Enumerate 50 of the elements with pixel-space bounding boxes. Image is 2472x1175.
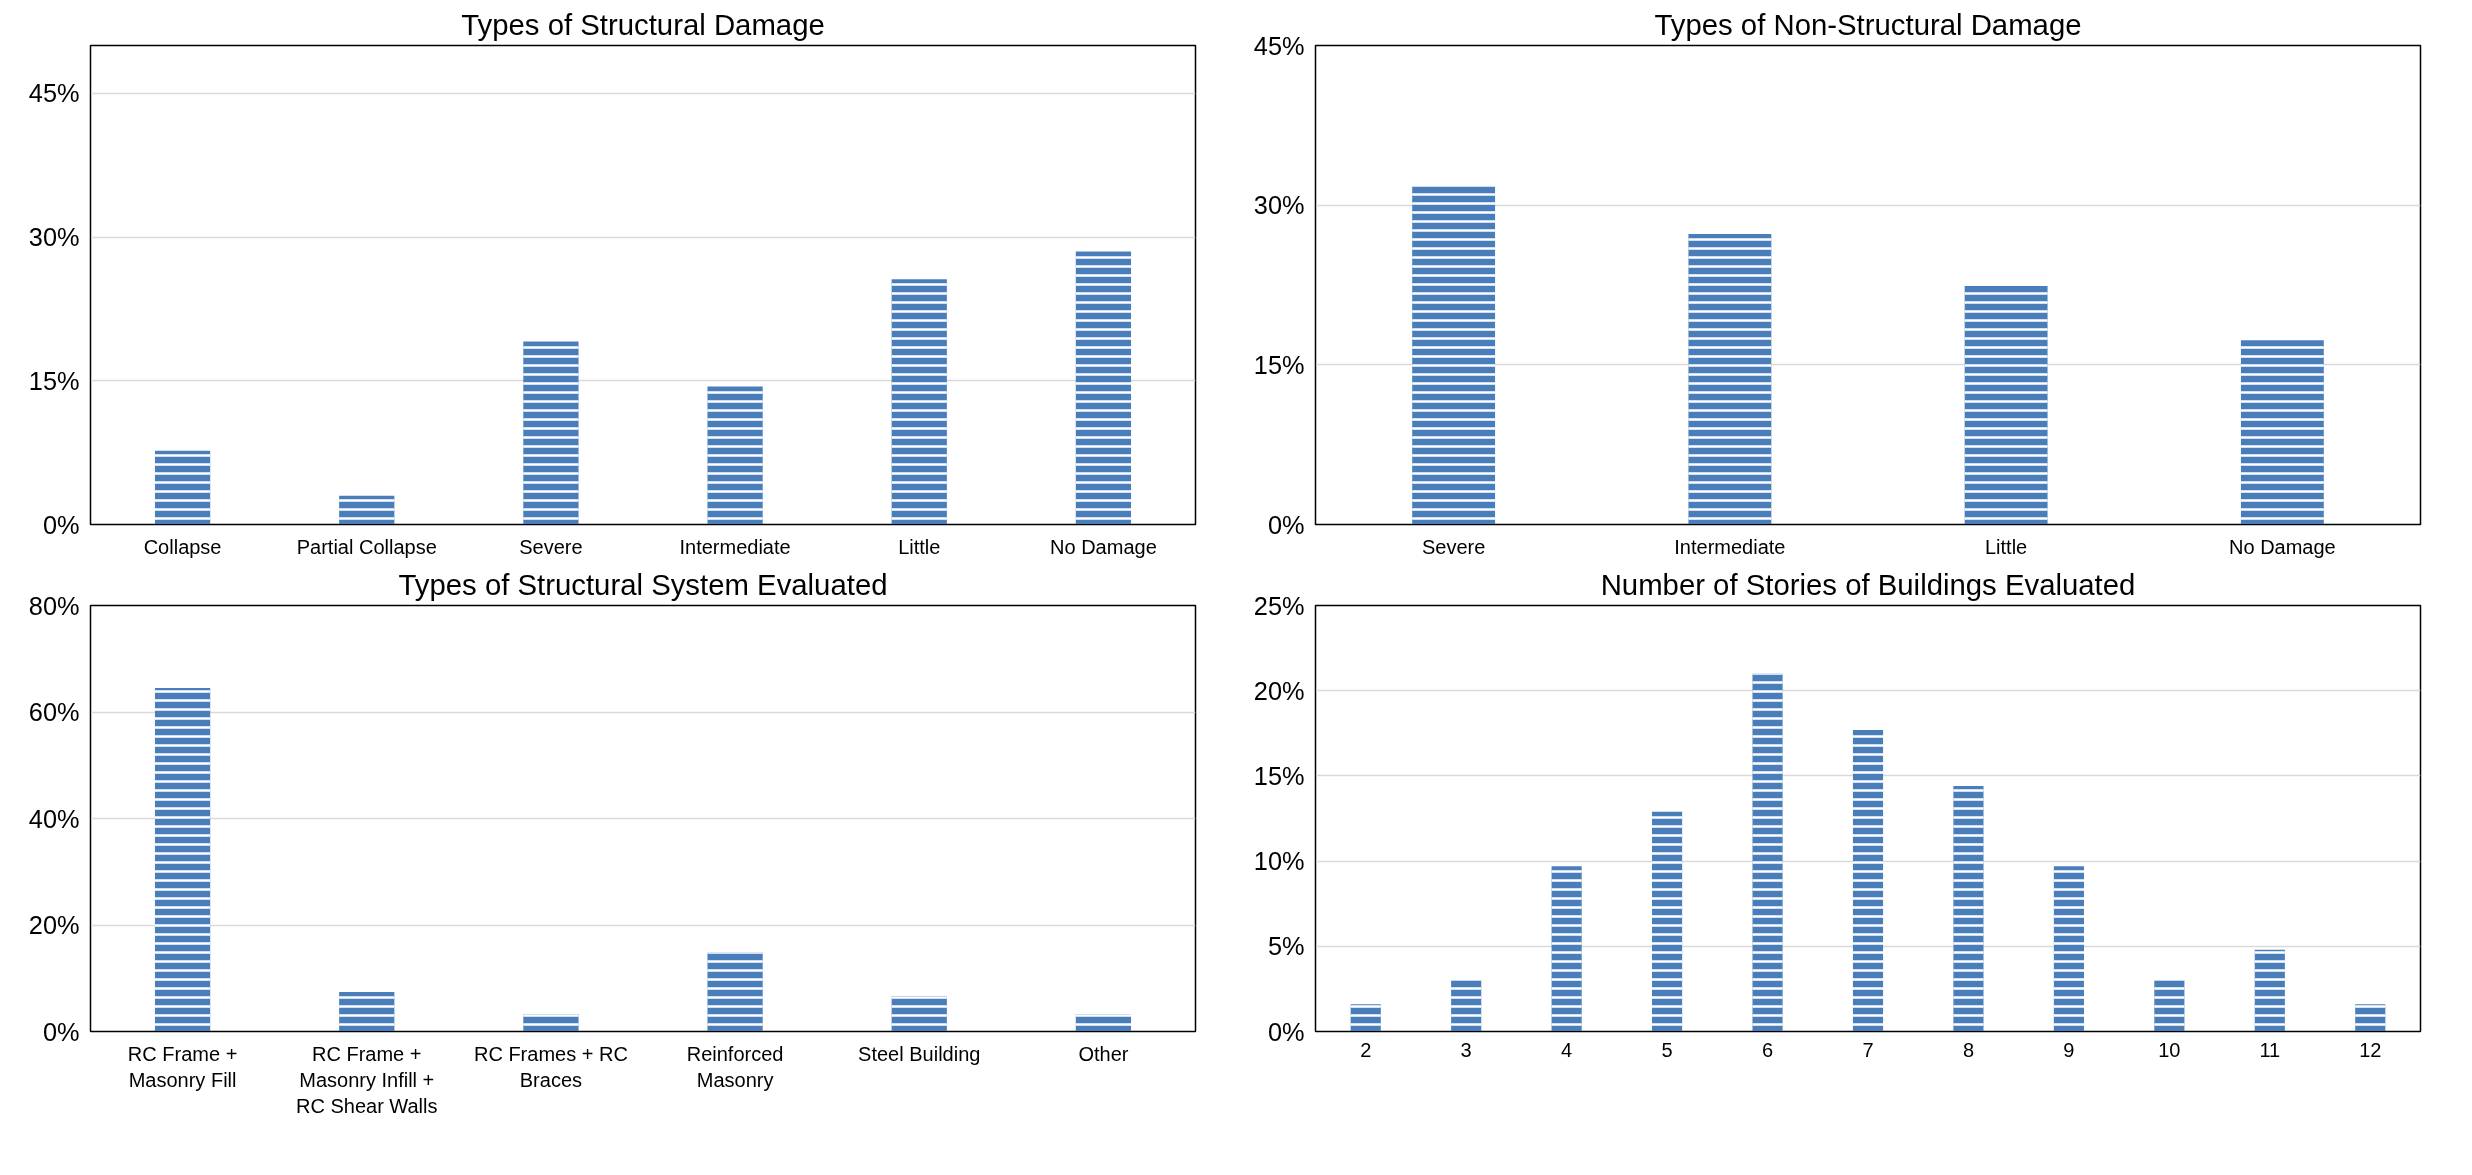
y-tick-label: 60% (28, 698, 80, 726)
y-tick-label: 20% (28, 911, 80, 939)
x-tick-label: Little (1985, 535, 2028, 558)
x-tick-label: 7 (1862, 1038, 1874, 1061)
y-tick-label: 15% (1253, 350, 1305, 379)
x-tick-label: Little (898, 535, 941, 558)
x-tick-label: Partial Collapse (296, 535, 437, 558)
x-tick-label: 5 (1661, 1038, 1673, 1061)
y-tick-label: 15% (1253, 761, 1305, 790)
x-tick-label: 12 (2359, 1038, 2382, 1061)
x-tick-label: 11 (2259, 1038, 2281, 1061)
chart-title: Types of Structural System Evaluated (398, 567, 888, 601)
y-tick-label: 15% (28, 366, 80, 395)
x-tick-label: 6 (1761, 1038, 1774, 1061)
y-tick-label: 0% (42, 1017, 80, 1046)
x-tick-label: Steel Building (858, 1042, 981, 1065)
x-tick-label: Severe (1421, 535, 1486, 558)
x-tick-label: Severe (519, 535, 583, 558)
x-tick-label: Reinforced Masonry (686, 1042, 784, 1091)
y-tick-label: 0% (42, 510, 80, 539)
y-tick-label: 20% (1253, 676, 1305, 705)
x-tick-label: Intermediate (1674, 535, 1786, 558)
x-tick-label: 3 (1460, 1038, 1472, 1061)
x-tick-label: 8 (1962, 1038, 1975, 1061)
x-tick-label: 10 (2158, 1038, 2181, 1061)
x-tick-label: Other (1078, 1042, 1129, 1065)
y-tick-label: 45% (1253, 31, 1305, 60)
y-tick-label: 30% (1253, 191, 1305, 220)
y-tick-label: 0% (1267, 1017, 1305, 1046)
x-tick-label: RC Frames + RC Braces (473, 1042, 628, 1091)
x-tick-label: Collapse (143, 535, 222, 558)
y-tick-label: 5% (1267, 932, 1305, 961)
chart-title: Types of Non-Structural Damage (1654, 7, 2082, 41)
x-tick-label: Intermediate (679, 535, 791, 558)
y-tick-label: 30% (28, 223, 80, 252)
y-tick-label: 40% (28, 804, 80, 833)
x-tick-label: No Damage (2229, 535, 2336, 558)
y-tick-label: 80% (28, 591, 80, 620)
chart-title: Types of Structural Damage (461, 7, 825, 41)
x-tick-label: RC Frame + Masonry Infill + RC Shear Walls (295, 1042, 438, 1118)
y-tick-label: 10% (1253, 847, 1305, 876)
x-tick-label: RC Frame + Masonry Fill (127, 1042, 238, 1091)
y-tick-label: 0% (1267, 510, 1305, 539)
x-tick-label: 4 (1561, 1038, 1573, 1061)
x-tick-label: 9 (2063, 1038, 2075, 1061)
chart-title: Number of Stories of Buildings Evaluated (1600, 567, 2136, 601)
x-tick-label: 2 (1360, 1038, 1372, 1061)
y-tick-label: 25% (1253, 591, 1305, 620)
x-tick-label: No Damage (1050, 535, 1157, 558)
y-tick-label: 45% (28, 79, 80, 108)
